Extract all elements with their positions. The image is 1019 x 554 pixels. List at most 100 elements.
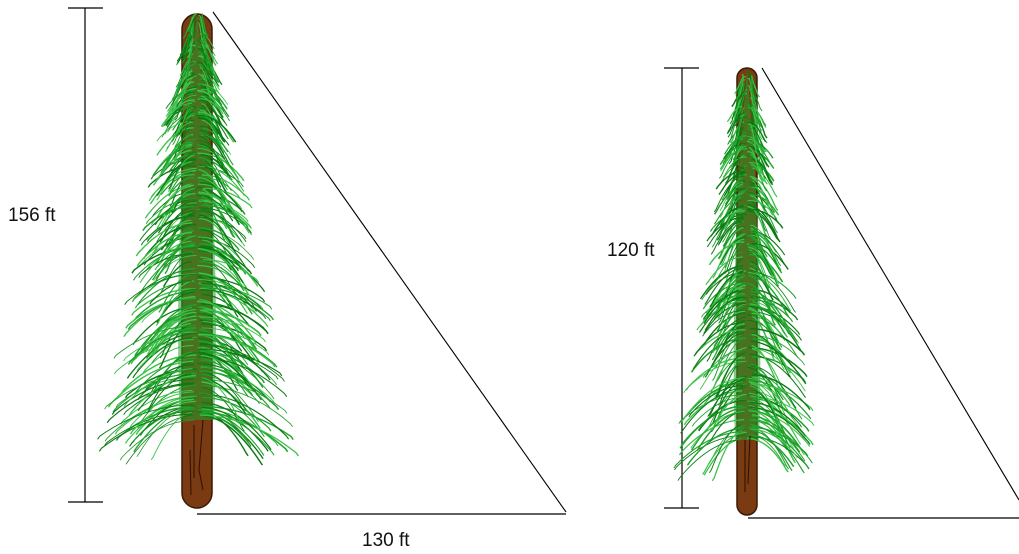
foliage-strand (734, 79, 746, 95)
foliage-strand (752, 244, 783, 274)
foliage-strand (150, 411, 192, 461)
foliage-strand (136, 231, 193, 267)
foliage-strand (681, 376, 745, 422)
foliage-strand (197, 47, 213, 76)
foliage-strand (132, 408, 195, 443)
foliage-strand (197, 227, 255, 260)
foliage-strand (703, 302, 747, 334)
foliage-strand (713, 303, 747, 347)
foliage-strand (197, 91, 230, 118)
foliage-strand (724, 241, 742, 275)
foliage-strand (198, 337, 271, 381)
foliage-strand (200, 256, 249, 295)
foliage-strand (747, 208, 784, 229)
left-sun-ray (212, 11, 567, 513)
foliage-strand (683, 360, 747, 393)
foliage-strand (149, 318, 197, 358)
foliage-strand (183, 51, 192, 85)
foliage-strand (134, 357, 196, 395)
foliage-strand (159, 206, 194, 243)
foliage-strand (147, 373, 192, 413)
foliage-strand (176, 42, 196, 62)
foliage-strand (197, 194, 234, 222)
foliage-strand (728, 137, 743, 157)
foliage-strand (127, 297, 194, 330)
foliage-strand (199, 243, 244, 271)
foliage-strand (748, 243, 775, 276)
foliage-strand (156, 127, 194, 156)
foliage-strand (153, 242, 195, 285)
foliage-strand (749, 269, 796, 313)
foliage-strand (198, 191, 249, 231)
foliage-strand (752, 296, 786, 335)
foliage-strand (145, 198, 197, 224)
foliage-strand (201, 167, 244, 188)
foliage-strand (197, 227, 240, 251)
foliage-strand (202, 275, 237, 314)
foliage-strand (201, 373, 259, 423)
foliage-strand (750, 247, 775, 277)
left-tree-group: 156 ft 130 ft (0, 7, 567, 551)
foliage-strand (152, 149, 192, 186)
foliage-strand (719, 273, 743, 303)
foliage-strand (145, 315, 197, 353)
foliage-strand (168, 153, 194, 190)
foliage-strand (107, 360, 194, 408)
foliage-strand (708, 375, 747, 417)
foliage-strand (708, 241, 745, 266)
foliage-strand (157, 200, 197, 234)
foliage-strand (197, 98, 224, 115)
foliage-strand (201, 377, 243, 425)
foliage-strand (199, 287, 269, 328)
foliage-strand (749, 401, 807, 437)
foliage-strand (201, 88, 228, 110)
left-trunk-bark (189, 419, 204, 496)
foliage-strand (719, 183, 744, 218)
right-height-dimension (664, 67, 699, 509)
foliage-strand (123, 383, 195, 416)
foliage-strand (734, 92, 746, 127)
foliage-strand (201, 174, 250, 201)
foliage-strand (719, 181, 744, 212)
foliage-strand (165, 121, 193, 152)
foliage-strand (169, 170, 192, 193)
foliage-strand (200, 40, 216, 56)
foliage-strand (690, 406, 747, 451)
foliage-strand (713, 175, 745, 213)
foliage-strand (197, 111, 235, 143)
foliage-strand (165, 192, 192, 215)
foliage-strand (693, 321, 744, 357)
foliage-strand (127, 327, 196, 365)
foliage-strand (172, 76, 193, 112)
foliage-strand (196, 276, 266, 303)
foliage-strand (710, 393, 747, 431)
foliage-strand (747, 437, 789, 473)
foliage-strand (115, 376, 197, 408)
foliage-strand (748, 138, 765, 155)
foliage-strand (751, 237, 769, 266)
foliage-strand (200, 99, 221, 124)
foliage-strand (717, 284, 747, 319)
foliage-strand (702, 350, 742, 378)
foliage-strand (747, 409, 803, 451)
foliage-strand (749, 328, 806, 356)
foliage-strand (184, 23, 194, 55)
foliage-strand (136, 406, 195, 457)
foliage-strand (712, 334, 742, 381)
foliage-strand (750, 290, 789, 327)
foliage-strand (199, 229, 250, 272)
foliage-strand (147, 165, 197, 188)
foliage-strand (704, 296, 744, 331)
foliage-strand (723, 143, 747, 160)
foliage-strand (751, 74, 758, 92)
foliage-strand (131, 288, 197, 316)
foliage-strand (200, 354, 247, 390)
foliage-strand (707, 256, 743, 284)
foliage-strand (200, 154, 229, 176)
foliage-strand (201, 286, 274, 321)
foliage-strand (155, 280, 194, 326)
foliage-strand (750, 293, 790, 335)
foliage-strand (156, 162, 196, 197)
foliage-strand (718, 173, 744, 195)
